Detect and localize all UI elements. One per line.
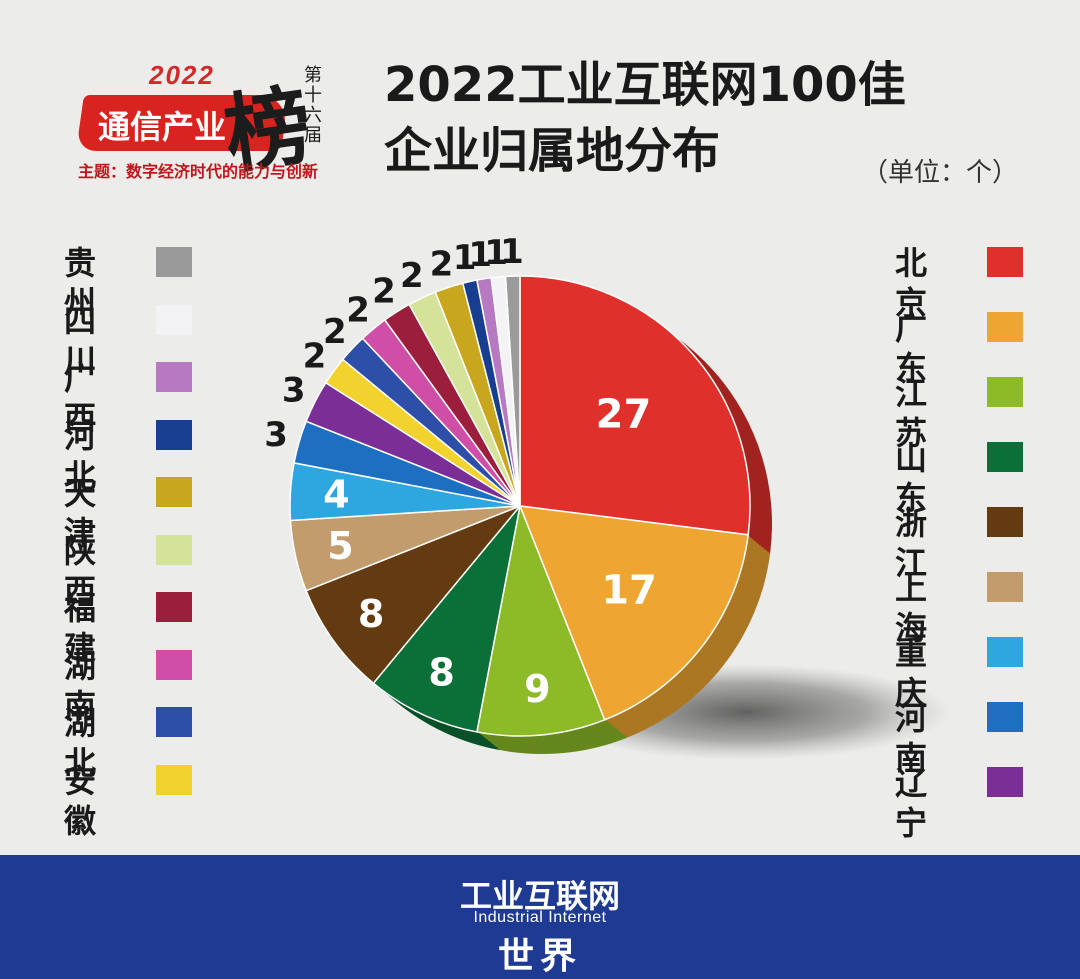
unit-label: （单位：个） <box>862 158 1019 188</box>
pie-slice <box>305 505 521 685</box>
legend-label: 河南 <box>895 699 928 777</box>
legend-label: 河北 <box>64 416 97 495</box>
legend-swatch <box>156 707 192 737</box>
slice-value-label: 3 <box>282 371 306 411</box>
legend-swatch <box>987 377 1023 407</box>
slice-value-label: 8 <box>428 650 454 694</box>
legend-swatch <box>987 312 1023 342</box>
legend-swatch <box>156 477 192 507</box>
pie-slice <box>372 505 521 733</box>
slice-value-label: 2 <box>303 337 327 377</box>
legend-label: 广东 <box>895 309 928 387</box>
legend-label: 安徽 <box>64 761 97 840</box>
legend-swatch <box>156 419 192 450</box>
footer-brand-cn: 工业互联网 <box>459 877 620 915</box>
logo-year: 2022 <box>149 60 215 90</box>
legend-label: 辽宁 <box>895 764 928 842</box>
legend-swatch <box>987 637 1023 667</box>
chart-title-line2: 企业归属地分布 <box>384 123 721 179</box>
footer-banner: 工业互联网 Industrial Internet 世界 <box>0 855 1080 979</box>
pie-slice <box>476 503 606 737</box>
slice-value-label: 17 <box>601 568 657 614</box>
pie-slice <box>518 505 750 721</box>
legend-label: 福建 <box>64 589 97 667</box>
legend-label: 天津 <box>64 474 97 552</box>
legend-swatch <box>987 572 1023 602</box>
legend-label: 山东 <box>895 439 928 517</box>
legend-label: 浙江 <box>895 504 928 582</box>
legend-swatch <box>987 702 1023 732</box>
legend-swatch <box>156 592 192 622</box>
slice-value-label: 8 <box>358 592 384 636</box>
slice-value-label: 1 <box>453 238 477 278</box>
legend-swatch <box>156 362 192 392</box>
legend-label: 广西 <box>64 359 97 437</box>
slice-value-label: 2 <box>346 290 370 330</box>
slice-value-label: 9 <box>524 667 550 711</box>
legend-label: 贵州 <box>64 244 97 322</box>
slice-value-label: 5 <box>327 524 353 568</box>
slice-value-label: 2 <box>323 312 347 352</box>
footer-brand-world: 世界 <box>497 936 582 977</box>
legend-label: 北京 <box>895 244 928 322</box>
legend-swatch <box>156 649 192 680</box>
legend-label: 上海 <box>895 569 928 647</box>
chart-title-line1: 2022工业互联网100佳 <box>384 57 906 113</box>
legend-swatch <box>987 247 1023 277</box>
logo-theme: 主题：数字经济时代的能力与创新 <box>78 162 319 181</box>
slice-value-label: 2 <box>400 256 424 296</box>
pie-slice <box>504 275 521 507</box>
slice-value-label: 1 <box>468 235 492 275</box>
legend-swatch <box>156 304 192 335</box>
legend-swatch <box>987 442 1023 472</box>
slice-value-label: 3 <box>264 415 288 455</box>
legend-swatch <box>156 764 192 795</box>
slice-value-label: 2 <box>372 272 396 312</box>
slice-value-label: 2 <box>430 244 454 284</box>
legend-label: 湖北 <box>64 704 97 782</box>
slice-value-label: 1 <box>500 232 524 272</box>
chart-title: 2022工业互联网100佳 企业归属地分布 <box>384 52 906 184</box>
pie-slice <box>519 275 751 536</box>
legend-swatch <box>987 507 1023 537</box>
slice-value-label: 1 <box>484 233 508 273</box>
legend-label: 重庆 <box>895 634 928 712</box>
legend-swatch <box>156 534 192 565</box>
legend-swatch <box>987 767 1023 797</box>
slice-value-label: 4 <box>323 472 349 516</box>
legend-label: 陕西 <box>64 531 97 610</box>
event-logo: 2022 通信产业 榜 第十六届 主题：数字经济时代的能力与创新 <box>66 52 356 187</box>
legend-swatch <box>156 247 192 277</box>
legend-label: 四川 <box>64 301 97 380</box>
legend-label: 江苏 <box>895 374 928 452</box>
logo-name: 通信产业 <box>98 108 227 146</box>
footer-brand-en: Industrial Internet <box>473 909 607 926</box>
logo-edition: 第十六届 <box>304 65 322 146</box>
slice-value-label: 27 <box>596 392 652 438</box>
legend-label: 湖南 <box>64 646 97 725</box>
